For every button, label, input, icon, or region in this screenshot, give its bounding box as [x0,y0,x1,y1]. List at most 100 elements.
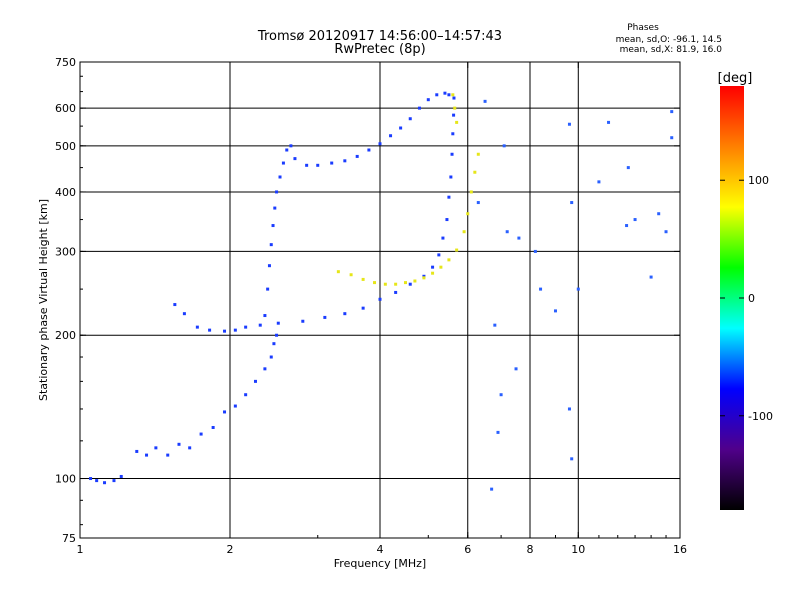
data-point [208,328,212,332]
y-tick-label: 300 [55,245,76,258]
data-point [633,218,637,222]
data-point [625,224,629,228]
data-point [607,120,611,124]
info-heading: Phases [627,23,659,33]
data-point [233,328,237,332]
data-point [135,449,139,453]
y-axis-ticks: 75 100 200 300 400 500 600 750 [55,56,680,545]
data-point [447,195,451,199]
y-tick-label: 200 [55,329,76,342]
data-point [403,281,407,285]
data-point [253,379,257,383]
data-point [361,277,365,281]
data-point [188,446,192,450]
data-point [361,306,365,310]
data-point [389,134,393,138]
data-point [378,142,382,146]
y-tick-label: 400 [55,186,76,199]
info-line-o: mean, sd,O: -96.1, 14.5 [616,35,722,45]
data-point [119,474,123,478]
data-point [422,276,426,280]
data-point [451,132,455,136]
data-point [103,481,107,485]
data-point [453,106,457,110]
data-point [177,442,181,446]
data-point [422,274,426,278]
data-point [263,314,267,318]
x-tick-label: 2 [227,543,234,556]
data-point [570,457,574,461]
data-point [450,152,454,156]
data-point [626,166,630,170]
data-point [244,325,248,329]
y-axis-label: Stationary phase Virtual Height [km] [37,199,50,401]
data-point [89,477,93,481]
data-point [276,321,280,325]
data-point [173,303,177,307]
data-point [275,333,279,337]
data-point [499,393,503,397]
data-point [316,163,320,167]
x-tick-label: 4 [377,543,384,556]
data-point [576,287,580,291]
data-point [289,144,293,148]
data-point [447,93,451,97]
data-point [285,148,289,152]
data-point [553,309,557,313]
data-point [273,206,277,210]
data-point [657,212,661,216]
data-point [437,253,441,257]
data-point [233,404,237,408]
x-tick-label: 16 [673,543,687,556]
data-point [502,144,506,148]
data-point [435,93,439,97]
data-point [199,432,203,436]
data-point [145,453,149,457]
colorbar-ticks: 100 0 -100 [720,174,773,423]
data-point [244,393,248,397]
data-point [154,446,158,450]
colorbar-label: [deg] [718,71,753,86]
data-point [505,230,509,234]
x-axis-label: Frequency [MHz] [334,557,426,570]
data-point [355,154,359,158]
data-point [426,98,430,102]
data-point [462,230,466,234]
data-point [408,282,412,286]
data-point [293,157,297,161]
data-point [514,367,518,371]
data-point [330,161,334,165]
colorbar-tick-label: 0 [748,292,755,305]
data-point [373,281,377,285]
data-point [95,479,99,483]
colorbar-tick-label: -100 [748,410,773,423]
data-point [490,487,494,491]
data-point [417,106,421,110]
data-point [267,264,271,268]
data-point [567,122,571,126]
data-point [394,282,398,286]
data-point [343,312,347,316]
data-point [275,190,279,194]
x-axis-ticks: 1 2 4 6 8 10 16 [77,62,687,556]
data-point [517,236,521,240]
x-tick-label: 8 [527,543,534,556]
data-point [266,287,270,291]
y-tick-label: 600 [55,102,76,115]
data-point [112,479,116,483]
data-point [269,243,273,247]
chart-subtitle: RwPretec (8p) [334,42,425,57]
data-point [301,319,305,323]
data-point [211,425,215,429]
data-points [89,91,674,491]
x-tick-label: 10 [571,543,585,556]
data-point [441,236,445,240]
data-point [443,91,447,95]
data-point [272,342,276,346]
data-point [195,325,199,329]
grid-lines [80,62,680,538]
data-point [567,407,571,411]
data-point [271,224,275,228]
data-point [367,148,371,152]
